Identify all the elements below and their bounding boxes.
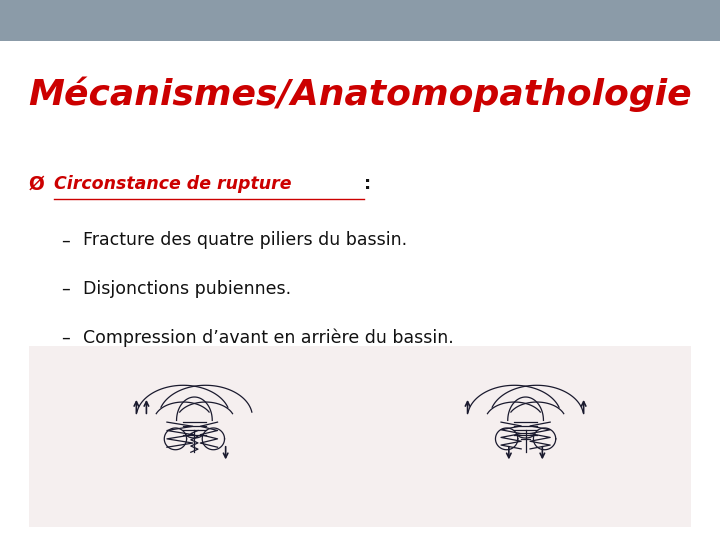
Bar bbox=[29, 346, 691, 526]
Text: –: – bbox=[61, 328, 70, 347]
Text: Circonstance de rupture: Circonstance de rupture bbox=[54, 174, 292, 193]
Text: Fracture des quatre piliers du bassin.: Fracture des quatre piliers du bassin. bbox=[83, 231, 407, 249]
Text: Compression d’avant en arrière du bassin.: Compression d’avant en arrière du bassin… bbox=[83, 328, 454, 347]
Text: Ø: Ø bbox=[29, 174, 45, 193]
Bar bbox=[0, 0, 720, 40]
Text: Disjonctions pubiennes.: Disjonctions pubiennes. bbox=[83, 280, 291, 298]
Text: –: – bbox=[61, 280, 70, 298]
Text: Mécanismes/Anatomopathologie: Mécanismes/Anatomopathologie bbox=[28, 77, 692, 112]
Text: :: : bbox=[364, 174, 371, 193]
Text: –: – bbox=[61, 231, 70, 249]
